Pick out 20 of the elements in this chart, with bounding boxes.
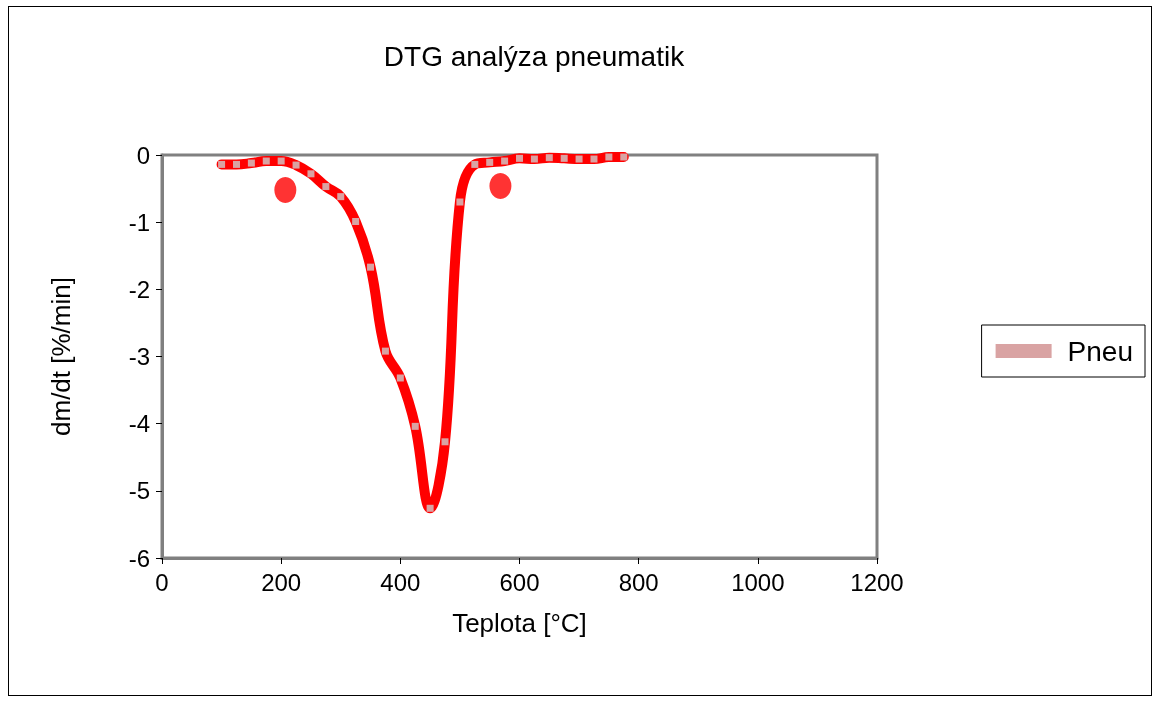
x-tick-label: 0 <box>155 568 169 596</box>
x-tick-label: 1200 <box>850 568 904 596</box>
y-tick-label: -2 <box>128 275 150 303</box>
x-tick-label: 400 <box>380 568 421 596</box>
point <box>274 176 297 203</box>
y-tick-label: 0 <box>136 141 150 169</box>
y-tick-label: -6 <box>128 544 150 572</box>
y-tick-label: -5 <box>128 477 150 505</box>
x-tick-label: 600 <box>499 568 540 596</box>
y-tick-label: -3 <box>128 343 150 370</box>
y-tick-label: -1 <box>128 208 150 236</box>
x-tick-label: 1000 <box>731 568 785 596</box>
x-tick-label: 800 <box>618 568 659 596</box>
y-axis-title: dm/dt [%/min] <box>46 277 76 436</box>
x-axis-title: Teplota [°C] <box>452 608 587 638</box>
legend-label: Pneu <box>1067 335 1134 367</box>
point <box>489 172 512 199</box>
y-tick-label: -4 <box>128 410 150 438</box>
x-tick-label: 200 <box>261 568 302 596</box>
chart-title: DTG analýza pneumatik <box>383 40 686 72</box>
